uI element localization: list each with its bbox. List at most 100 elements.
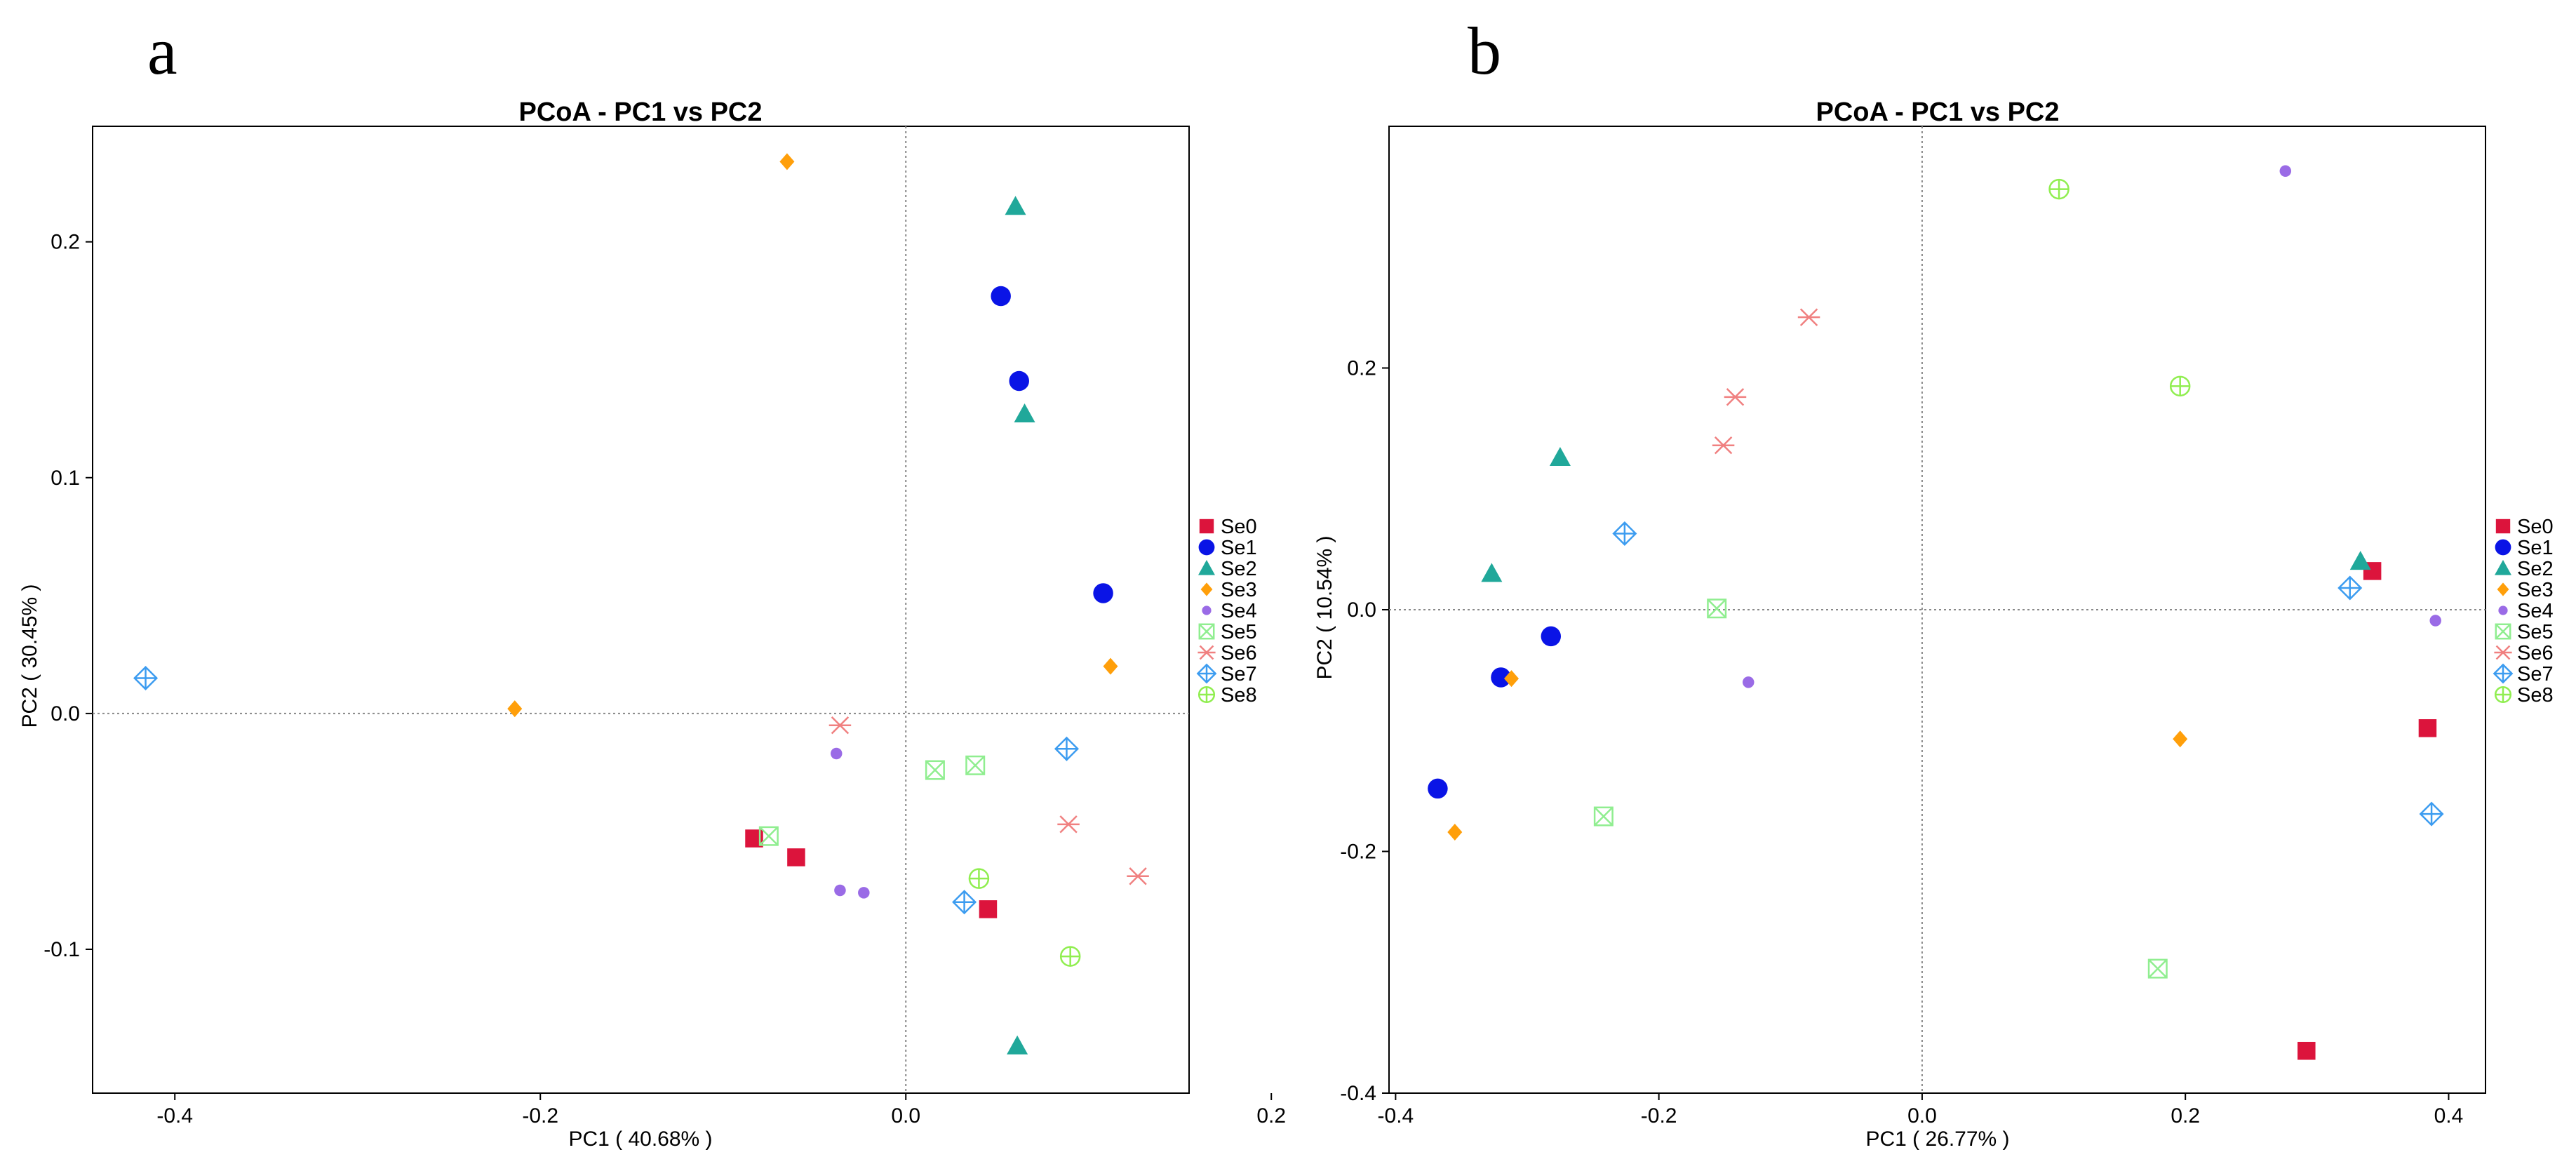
panel-b-point-se3 — [1447, 823, 1463, 841]
panel-b-point-se0 — [2418, 719, 2437, 737]
panel-a-legend-label-se3: Se3 — [1221, 579, 1257, 601]
panel-a-plot-area — [92, 126, 1190, 1094]
panel-a-xtick-label: 0.0 — [891, 1104, 920, 1128]
panel-b-point-se5 — [1593, 806, 1614, 827]
panel-b-reference-lines — [1389, 126, 2486, 1093]
panel-b-title: PCoA - PC1 vs PC2 — [1816, 98, 2059, 127]
panel-a-point-se7 — [952, 890, 977, 915]
panel-a-ylabel: PC2 ( 30.45% ) — [18, 584, 41, 728]
panel-b-ytick-label: -0.4 — [1340, 1082, 1376, 1105]
panel-a-legend-marker-se6 — [1198, 645, 1216, 660]
panel-b-xtick-label: 0.2 — [2171, 1104, 2200, 1128]
panel-a-ytick-label: 0.0 — [51, 702, 80, 725]
panel-a-legend-label-se7: Se7 — [1221, 663, 1257, 685]
panel-a: a PCoA - PC1 vs PC2 -0.4 -0.2 0.0 0.2 -0.1 0.… — [18, 13, 1286, 1151]
panel-b-ylabel: PC2 ( 10.54% ) — [1313, 535, 1336, 679]
panel-a-ticks: -0.4 -0.2 0.0 0.2 -0.1 0.0 0.1 0.2 — [43, 231, 1286, 1128]
panel-b-point-se5 — [2147, 958, 2168, 979]
panel-a-point-se0 — [979, 900, 998, 918]
panel-b-letter: b — [1468, 13, 1501, 88]
panel-b-legend-marker-se0 — [2495, 519, 2511, 534]
panel-b-legend-marker-se6 — [2494, 645, 2512, 660]
panel-b-legend-label-se2: Se2 — [2517, 558, 2554, 580]
panel-a-legend-marker-se4 — [1202, 606, 1212, 615]
panel-a-point-se4 — [830, 747, 843, 760]
panel-b-legend-label-se1: Se1 — [2517, 537, 2554, 559]
panel-a-point-se2 — [1007, 1035, 1028, 1055]
panel-b-xtick-label: -0.4 — [1378, 1104, 1414, 1128]
panel-b-ytick-label: -0.2 — [1340, 841, 1376, 864]
panel-a-point-se8 — [1059, 946, 1081, 967]
panel-a-point-se0 — [787, 848, 805, 867]
panel-a-legend-label-se6: Se6 — [1221, 642, 1257, 664]
panel-b-point-se6 — [1712, 436, 1735, 455]
panel-b-legend-label-se0: Se0 — [2517, 516, 2554, 538]
panel-a-point-se6 — [1057, 815, 1080, 834]
panel-a-points — [133, 153, 1149, 1055]
panel-b-point-se4 — [2429, 615, 2441, 627]
panel-a-point-se6 — [829, 716, 852, 735]
panel-a-legend-marker-se7 — [1196, 663, 1217, 684]
panel-a-letter: a — [147, 13, 177, 88]
panel-b-points — [1428, 165, 2444, 1060]
panel-a-legend-label-se2: Se2 — [1221, 558, 1257, 580]
panel-a-point-se7 — [133, 665, 159, 690]
panel-b-point-se7 — [1612, 521, 1637, 547]
panel-a-point-se8 — [968, 868, 990, 889]
panel-b-legend-marker-se1 — [2495, 539, 2511, 556]
panel-b-point-se1 — [1491, 667, 1511, 688]
panel-b-xtick-label: 0.4 — [2434, 1104, 2464, 1128]
panel-b-legend-label-se6: Se6 — [2517, 642, 2554, 664]
panel-b-point-se1 — [1541, 626, 1562, 647]
panel-a-legend-label-se1: Se1 — [1221, 537, 1257, 559]
panel-a-legend-marker-se8 — [1198, 685, 1216, 704]
panel-a-xlabel: PC1 ( 40.68% ) — [568, 1128, 712, 1151]
panel-b-point-se7 — [2337, 575, 2363, 601]
panel-b-legend-marker-se3 — [2497, 582, 2509, 596]
panel-a-legend-label-se4: Se4 — [1221, 600, 1257, 622]
panel-a-title: PCoA - PC1 vs PC2 — [518, 98, 762, 127]
panel-b-legend-label-se3: Se3 — [2517, 579, 2554, 601]
panel-b-ticks: -0.4 -0.2 0.0 0.2 0.4 -0.4 -0.2 0.0 0.2 — [1340, 357, 2463, 1128]
panel-a-point-se5 — [925, 760, 945, 780]
panel-b-point-se3 — [2173, 730, 2188, 748]
panel-a-point-se1 — [1093, 583, 1113, 603]
panel-b-legend-label-se4: Se4 — [2517, 600, 2554, 622]
panel-b-point-se6 — [1724, 388, 1747, 406]
panel-b-legend-marker-se5 — [2495, 623, 2511, 640]
panel-b-xlabel: PC1 ( 26.77% ) — [1865, 1128, 2009, 1151]
panel-a-legend-label-se0: Se0 — [1221, 516, 1257, 538]
panel-a-ytick-label: 0.2 — [51, 231, 80, 254]
panel-b-legend-marker-se4 — [2498, 606, 2508, 615]
panel-b-legend-marker-se8 — [2494, 685, 2512, 704]
panel-b-point-se2 — [1549, 446, 1571, 466]
panel-a-point-se1 — [1009, 370, 1029, 392]
panel-b-legend-marker-se2 — [2495, 560, 2511, 575]
panel-a-legend-marker-se3 — [1200, 582, 1213, 596]
panel-b-point-se8 — [2048, 178, 2069, 200]
panel-b: b PCoA - PC1 vs PC2 -0.4 -0.2 0.0 0.2 0.4 -0.… — [1313, 13, 2554, 1151]
panel-a-point-se7 — [1054, 736, 1079, 761]
panel-a-ytick-label: -0.1 — [43, 938, 80, 961]
panel-b-xtick-label: 0.0 — [1907, 1104, 1937, 1128]
panel-a-legend-marker-se0 — [1199, 519, 1214, 534]
panel-a-legend-label-se5: Se5 — [1221, 621, 1257, 643]
panel-b-plot-area — [1388, 126, 2486, 1094]
panel-a-legend-marker-se5 — [1198, 623, 1215, 640]
panel-b-xtick-label: -0.2 — [1641, 1104, 1677, 1128]
panel-a-point-se2 — [1014, 403, 1035, 423]
panel-b-point-se2 — [1481, 563, 1503, 582]
panel-b-point-se0 — [2297, 1041, 2316, 1060]
panel-a-legend-label-se8: Se8 — [1221, 684, 1257, 707]
panel-a-xtick-label: -0.2 — [522, 1104, 558, 1128]
panel-b-point-se8 — [2169, 375, 2191, 397]
panel-a-point-se5 — [758, 826, 779, 846]
panel-a-point-se5 — [965, 755, 986, 775]
panel-b-point-se1 — [1428, 778, 1448, 799]
panel-b-point-se3 — [1504, 670, 1520, 688]
panel-a-legend-marker-se2 — [1198, 560, 1215, 575]
panel-a-point-se4 — [858, 887, 870, 899]
panel-a-point-se3 — [507, 700, 523, 718]
